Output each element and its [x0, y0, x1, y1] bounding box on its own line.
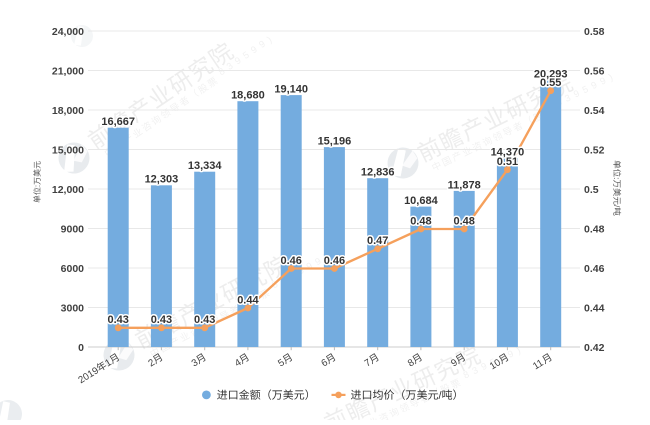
svg-text:9: 9 — [449, 357, 459, 369]
svg-text:/: / — [612, 205, 622, 208]
svg-text:15,000: 15,000 — [52, 144, 84, 156]
svg-text:0.5: 0.5 — [584, 184, 599, 196]
svg-text:6: 6 — [319, 357, 330, 370]
svg-text:0.43: 0.43 — [194, 314, 215, 326]
svg-text:3: 3 — [190, 357, 201, 370]
svg-text:0.55: 0.55 — [540, 77, 561, 89]
svg-text:0.58: 0.58 — [584, 26, 605, 38]
svg-text::: : — [612, 177, 622, 179]
svg-text:0.48: 0.48 — [453, 215, 474, 227]
svg-text:8: 8 — [406, 357, 417, 370]
svg-text:12,000: 12,000 — [52, 184, 84, 196]
svg-text:20,293: 20,293 — [534, 68, 568, 80]
svg-text:13,334: 13,334 — [188, 160, 223, 172]
svg-text:6000: 6000 — [61, 263, 85, 275]
svg-text:0.42: 0.42 — [584, 342, 605, 354]
svg-text:0.52: 0.52 — [584, 144, 605, 156]
svg-text:0.54: 0.54 — [584, 105, 605, 117]
svg-text:5: 5 — [276, 357, 287, 370]
svg-text:11: 11 — [531, 358, 545, 373]
svg-text:0.46: 0.46 — [584, 263, 605, 275]
svg-text:0.44: 0.44 — [584, 302, 605, 314]
svg-text:16,667: 16,667 — [101, 116, 135, 128]
svg-text:0.48: 0.48 — [584, 223, 605, 235]
svg-text:12,836: 12,836 — [361, 167, 395, 179]
svg-text:10,684: 10,684 — [404, 195, 439, 207]
svg-text:21,000: 21,000 — [52, 65, 84, 77]
svg-text:1: 1 — [103, 357, 113, 369]
svg-text:9000: 9000 — [61, 223, 85, 235]
svg-text:19,140: 19,140 — [274, 84, 308, 96]
svg-text:18,000: 18,000 — [52, 105, 84, 117]
svg-text:0.47: 0.47 — [367, 235, 388, 247]
svg-text:24,000: 24,000 — [52, 26, 84, 38]
svg-text:0.56: 0.56 — [584, 65, 605, 77]
svg-text:7: 7 — [363, 357, 373, 369]
svg-text:0.44: 0.44 — [237, 294, 259, 306]
svg-text:0.43: 0.43 — [107, 314, 128, 326]
svg-text:12,303: 12,303 — [145, 174, 179, 186]
svg-text:0.51: 0.51 — [497, 156, 518, 168]
svg-text:4: 4 — [233, 357, 244, 370]
svg-text:0: 0 — [78, 342, 84, 354]
svg-text::: : — [33, 185, 42, 187]
svg-text:0.48: 0.48 — [410, 215, 431, 227]
svg-text:14,370: 14,370 — [491, 146, 525, 158]
svg-text:18,680: 18,680 — [231, 90, 265, 102]
svg-text:11,878: 11,878 — [448, 179, 481, 191]
svg-text:0.43: 0.43 — [151, 314, 172, 326]
svg-text:0.46: 0.46 — [324, 255, 345, 267]
svg-text:15,196: 15,196 — [318, 136, 352, 148]
svg-text:3000: 3000 — [61, 302, 85, 314]
svg-text:2: 2 — [146, 357, 156, 369]
svg-text:/: / — [439, 390, 443, 402]
svg-text:0.46: 0.46 — [280, 255, 301, 267]
